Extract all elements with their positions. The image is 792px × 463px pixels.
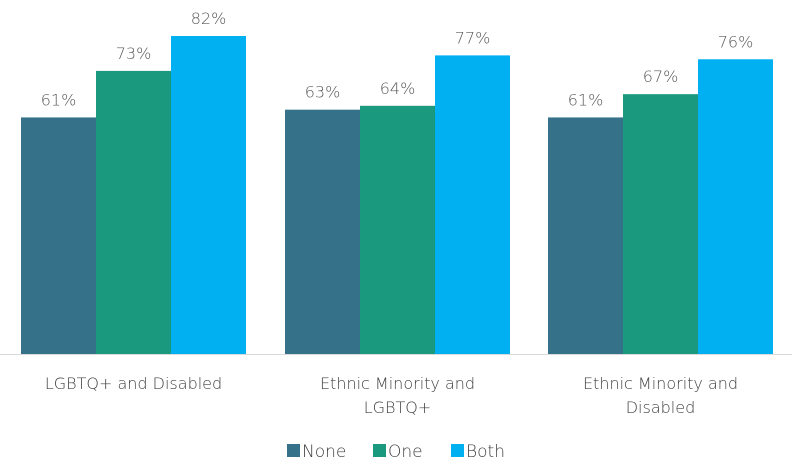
data-label-none-2: 61% [568,90,604,109]
bar-one-2 [623,94,698,355]
data-label-both-0: 82% [191,9,227,28]
category-label-1-line-0: Ethnic Minority and [320,374,475,393]
bars-layer [21,36,773,355]
data-label-one-0: 73% [116,44,152,63]
bar-both-1 [435,55,510,354]
data-labels-layer: 61% 63% 61% 73% 64% 67% 82% 77% 76% [41,9,754,109]
bar-none-1 [285,109,360,355]
data-label-none-0: 61% [41,90,77,109]
bar-none-2 [548,117,623,354]
legend-label-one: One [388,442,423,462]
bar-none-0 [21,117,96,354]
legend-label-both: Both [466,442,505,462]
legend-swatch-none [287,444,300,457]
data-label-none-1: 63% [305,83,341,102]
bar-one-0 [96,70,171,354]
category-label-0-line-0: LGBTQ+ and Disabled [45,374,222,393]
data-label-both-1: 77% [455,28,491,47]
category-labels-layer: LGBTQ+ and Disabled Ethnic Minority and LG… [45,374,738,417]
bar-both-2 [698,59,773,355]
legend-swatch-one [373,444,386,457]
legend-label-none: None [302,442,346,462]
legend-swatch-both [451,444,464,457]
data-label-one-1: 64% [380,79,416,98]
bar-one-1 [360,105,435,355]
data-label-one-2: 67% [643,67,679,86]
category-label-2-line-0: Ethnic Minority and [583,374,738,393]
category-label-2-line-1: Disabled [626,398,696,417]
bar-both-0 [171,36,246,354]
legend: None One Both [287,442,505,462]
data-label-both-2: 76% [718,32,754,51]
category-label-1-line-1: LGBTQ+ [364,398,432,417]
